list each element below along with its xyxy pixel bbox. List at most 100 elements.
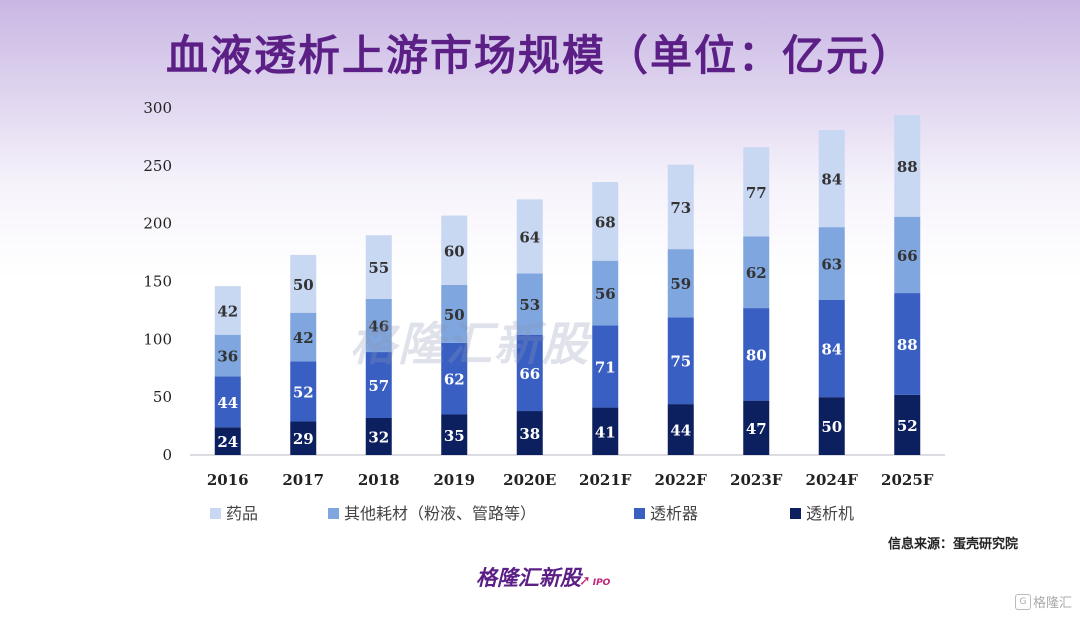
- x-tick-label: 2021F: [579, 471, 632, 489]
- data-label: 46: [368, 317, 389, 335]
- bar-segment: [743, 308, 770, 401]
- data-label: 77: [746, 184, 767, 202]
- bar-segment: [441, 414, 468, 455]
- data-label: 63: [821, 256, 842, 274]
- data-label: 44: [670, 422, 691, 440]
- bar-segment: [214, 427, 241, 455]
- bar-segment: [290, 361, 317, 422]
- chart-title: 血液透析上游市场规模（单位：亿元）: [165, 31, 914, 80]
- brand-logo: 格隆汇新股➚ IPO: [476, 562, 610, 592]
- data-label: 66: [519, 365, 540, 383]
- bar-segment: [818, 129, 845, 228]
- bar-segment: [592, 407, 619, 455]
- bar-segment: [667, 249, 694, 318]
- data-label: 88: [897, 158, 918, 176]
- bar-segment: [441, 284, 468, 343]
- data-label: 52: [897, 417, 918, 435]
- y-tick-label: 150: [143, 273, 172, 291]
- bar-segment: [894, 293, 921, 395]
- bar-segment: [365, 417, 392, 455]
- bar-segment: [818, 300, 845, 398]
- x-tick-label: 2019: [433, 471, 475, 489]
- bar-segment: [441, 342, 468, 415]
- data-label: 50: [821, 418, 842, 436]
- legend-swatch: [328, 508, 339, 519]
- data-label: 55: [368, 259, 389, 277]
- bar-segment: [743, 147, 770, 237]
- y-tick-label: 200: [143, 215, 172, 233]
- data-label: 53: [519, 296, 540, 314]
- y-tick-label: 0: [162, 446, 172, 464]
- bar-segment: [667, 164, 694, 250]
- x-tick-label: 2017: [282, 471, 324, 489]
- y-tick-label: 50: [153, 388, 172, 406]
- bar-segment: [516, 199, 543, 274]
- bar-segment: [743, 236, 770, 309]
- bar-segment: [365, 235, 392, 299]
- x-tick-label: 2016: [207, 471, 249, 489]
- data-label: 38: [519, 425, 540, 443]
- data-label: 80: [746, 346, 767, 364]
- data-label: 47: [746, 420, 767, 438]
- bar-segment: [894, 394, 921, 455]
- data-label: 42: [217, 302, 238, 320]
- bar-segment: [290, 312, 317, 362]
- bar-segment: [441, 215, 468, 285]
- bar-segment: [592, 182, 619, 261]
- data-label: 84: [821, 171, 842, 189]
- x-tick-label: 2022F: [655, 471, 708, 489]
- bar-segment: [667, 404, 694, 455]
- bar-segment: [516, 334, 543, 412]
- legend-swatch: [634, 508, 645, 519]
- data-label: 35: [444, 427, 465, 445]
- data-label: 42: [293, 329, 314, 347]
- bar-segment: [290, 421, 317, 455]
- data-label: 68: [595, 213, 616, 231]
- data-label: 36: [217, 348, 238, 366]
- corner-label: 格隆汇: [1032, 596, 1072, 611]
- bar-segment: [214, 334, 241, 377]
- bar-segment: [818, 227, 845, 301]
- brand-name: 格隆汇新股: [476, 566, 581, 590]
- corner-logo: G 格隆汇: [1014, 592, 1072, 611]
- bar-segment: [365, 352, 392, 418]
- data-label: 32: [368, 428, 389, 446]
- legend-swatch: [790, 508, 801, 519]
- legend-label: 透析机: [806, 504, 854, 523]
- data-label: 88: [897, 336, 918, 354]
- x-tick-label: 2023F: [730, 471, 783, 489]
- data-label: 84: [821, 341, 842, 359]
- bar-segment: [290, 254, 317, 313]
- data-label: 66: [897, 247, 918, 265]
- x-tick-label: 2024F: [806, 471, 859, 489]
- x-tick-label: 2020E: [503, 471, 556, 489]
- data-label: 62: [746, 264, 767, 282]
- data-label: 59: [670, 275, 691, 293]
- trend-arrow-icon: ➚: [579, 573, 591, 589]
- data-label: 44: [217, 394, 238, 412]
- data-label: 71: [595, 359, 616, 377]
- y-tick-label: 100: [143, 330, 172, 348]
- x-tick-label: 2025F: [881, 471, 934, 489]
- data-label: 50: [444, 306, 465, 324]
- bar-segment: [214, 376, 241, 428]
- y-tick-label: 250: [143, 157, 172, 175]
- data-label: 29: [293, 430, 314, 448]
- bar-segment: [214, 286, 241, 335]
- bar-segment: [516, 411, 543, 455]
- bar-segment: [667, 317, 694, 405]
- source-note: 信息来源：蛋壳研究院: [887, 537, 1018, 552]
- data-label: 73: [670, 199, 691, 217]
- gelonghui-logo-icon: G: [1014, 593, 1031, 610]
- bar-segment: [894, 216, 921, 294]
- bar-segment: [592, 260, 619, 326]
- data-label: 62: [444, 371, 465, 389]
- bar-segment: [365, 298, 392, 353]
- y-tick-label: 300: [143, 99, 172, 117]
- brand-sub: IPO: [592, 578, 611, 588]
- legend-label: 其他耗材（粉液、管路等）: [344, 504, 536, 523]
- bar-segment: [516, 273, 543, 335]
- legend-swatch: [210, 508, 221, 519]
- bar-segment: [743, 400, 770, 455]
